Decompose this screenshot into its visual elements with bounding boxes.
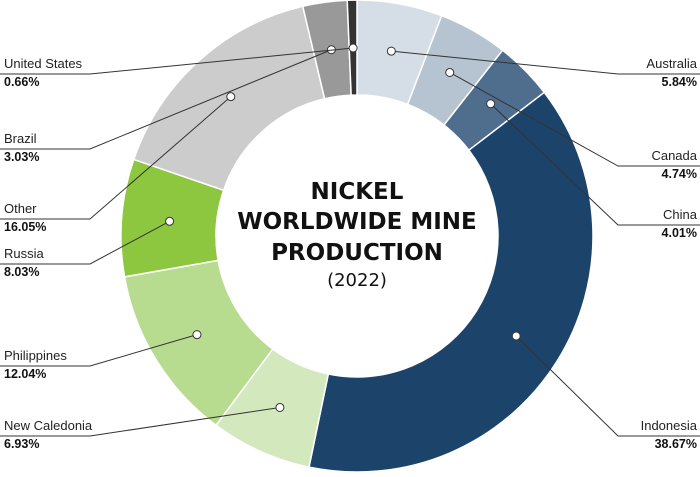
callout-dot-united-states [348, 43, 358, 53]
slice-label-canada: Canada [651, 148, 697, 163]
callout-lines [0, 43, 700, 437]
chart-title-line-1: NICKEL [311, 179, 404, 205]
slice-label-russia: Russia [4, 246, 45, 261]
callout-line-indonesia [515, 335, 700, 437]
callout-line-russia [0, 220, 170, 265]
callout-dot-indonesia [511, 331, 521, 341]
callout-line-other [0, 96, 232, 220]
slice-label-brazil: Brazil [4, 131, 37, 146]
slice-value-canada: 4.74% [662, 167, 697, 181]
slice-label-new-caledonia: New Caledonia [4, 418, 93, 433]
chart-title-line-2: WORLDWIDE MINE [237, 209, 477, 235]
slice-indonesia [308, 91, 594, 473]
callout-dot-philippines [192, 330, 202, 340]
slice-label-philippines: Philippines [4, 348, 67, 363]
slice-label-australia: Australia [646, 56, 697, 71]
chart-subtitle: (2022) [327, 270, 387, 291]
callout-dot-china [486, 99, 496, 109]
slice-value-australia: 5.84% [662, 75, 697, 89]
donut-slices [120, 0, 594, 473]
slice-label-united-states: United States [4, 56, 83, 71]
callout-line-philippines [0, 334, 198, 367]
callout-line-china [490, 103, 700, 226]
chart-title: NICKEL WORLDWIDE MINE PRODUCTION (2022) [237, 179, 477, 291]
callout-dot-other [226, 92, 236, 102]
slice-value-united-states: 0.66% [4, 75, 39, 89]
slice-label-indonesia: Indonesia [641, 418, 698, 433]
slice-label-other: Other [4, 201, 37, 216]
callout-line-united-states [0, 47, 354, 75]
chart-title-line-3: PRODUCTION [271, 240, 443, 266]
slice-value-china: 4.01% [662, 226, 697, 240]
slice-value-philippines: 12.04% [4, 367, 46, 381]
callout-line-australia [391, 50, 700, 75]
slice-labels: Australia 5.84% Canada 4.74% China 4.01% Indon… [4, 56, 698, 451]
callout-line-new-caledonia [0, 406, 280, 437]
callout-dot-new-caledonia [275, 402, 285, 412]
slice-value-brazil: 3.03% [4, 150, 39, 164]
slice-label-china: China [663, 207, 698, 222]
callout-line-canada [449, 72, 700, 167]
callout-dot-australia [386, 46, 396, 56]
slice-value-other: 16.05% [4, 220, 46, 234]
callout-dot-russia [165, 216, 175, 226]
callout-dot-canada [445, 67, 455, 77]
slice-value-russia: 8.03% [4, 265, 39, 279]
slice-value-new-caledonia: 6.93% [4, 437, 39, 451]
slice-value-indonesia: 38.67% [655, 437, 697, 451]
callout-line-brazil [0, 49, 332, 150]
